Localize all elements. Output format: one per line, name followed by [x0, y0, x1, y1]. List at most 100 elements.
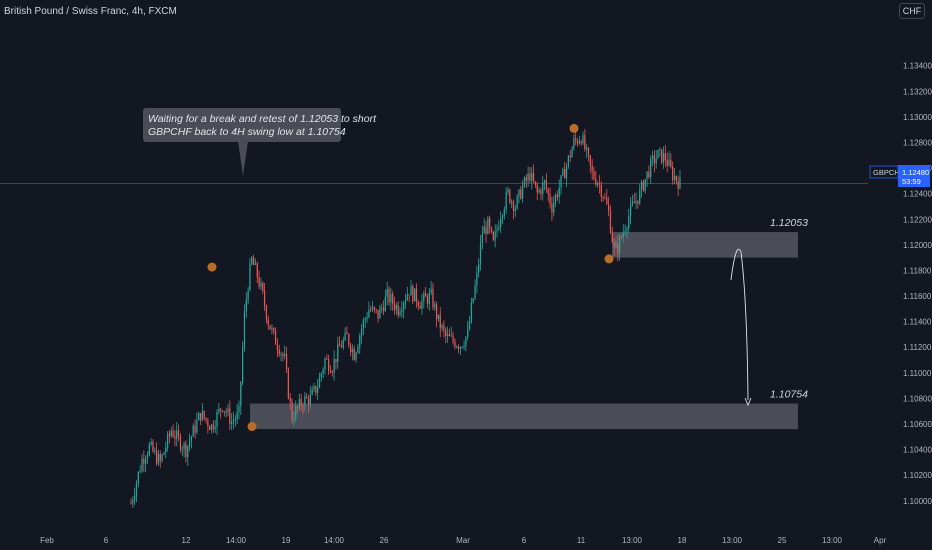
y-tick-label: 1.13400 — [903, 62, 932, 71]
candle-body — [417, 302, 419, 307]
candle-body — [234, 419, 236, 421]
y-tick-label: 1.13200 — [903, 87, 932, 96]
candle-body — [677, 181, 679, 189]
swing-low-marker — [604, 254, 614, 264]
candle-body — [209, 426, 211, 430]
candle-body — [295, 406, 297, 420]
x-tick-label: 6 — [104, 536, 109, 545]
candle-body — [141, 458, 143, 472]
time-axis[interactable]: Feb 6 12 14:00 19 14:00 26 Mar 6 11 13:00 18 13:00 25… — [40, 536, 886, 545]
candle-body — [454, 341, 456, 348]
candle-body — [280, 353, 282, 355]
candles-layer — [130, 128, 681, 509]
candle-body — [399, 311, 401, 316]
candle-body — [441, 325, 443, 329]
candle-body — [263, 290, 266, 306]
candle-body — [587, 147, 590, 156]
candle-body — [397, 305, 399, 316]
candle-body — [496, 229, 498, 232]
candle-body — [523, 177, 526, 187]
candle-body — [386, 288, 388, 297]
candle-body — [435, 304, 438, 320]
candle-body — [340, 346, 343, 348]
candle-body — [157, 453, 160, 464]
candle-body — [631, 201, 634, 205]
candle-body — [379, 307, 381, 319]
candle-body — [613, 242, 615, 248]
zone-upper[interactable] — [612, 232, 798, 258]
candle-body — [540, 190, 542, 195]
candle-body — [273, 328, 275, 331]
candle-body — [401, 310, 403, 312]
candle-body — [622, 232, 624, 238]
candle-body — [221, 410, 224, 412]
candle-body — [659, 149, 661, 151]
y-tick-label: 1.11000 — [903, 369, 932, 378]
candle-body — [410, 286, 412, 296]
candle-body — [135, 482, 138, 496]
candle-body — [586, 147, 588, 150]
swing-markers — [207, 123, 614, 432]
candle-body — [392, 294, 394, 304]
candle-body — [148, 444, 150, 455]
candle-body — [507, 189, 509, 193]
candle-body — [459, 347, 462, 349]
candle-body — [500, 218, 502, 228]
candle-body — [262, 282, 264, 291]
candle-body — [536, 184, 538, 193]
candle-body — [624, 231, 626, 233]
candle-body — [547, 189, 549, 194]
candle-body — [150, 442, 152, 445]
candle-body — [375, 309, 377, 310]
candle-body — [338, 344, 341, 347]
candle-body — [163, 452, 165, 455]
candle-body — [419, 306, 421, 309]
candle-body — [152, 442, 154, 452]
annotation-pointer — [238, 141, 248, 176]
candle-body — [569, 155, 571, 158]
candle-body — [285, 354, 288, 370]
candle-body — [243, 311, 246, 348]
symbol-tag: GBPCHF — [869, 165, 905, 179]
candle-body — [602, 196, 604, 198]
candle-body — [192, 425, 194, 437]
candle-body — [166, 434, 169, 448]
currency-button[interactable]: CHF — [899, 3, 925, 19]
candle-body — [311, 389, 313, 395]
candle-body — [629, 204, 632, 217]
candle-body — [366, 317, 368, 319]
candle-body — [276, 344, 279, 350]
candle-body — [165, 447, 167, 453]
candle-body — [483, 226, 485, 234]
candle-body — [360, 328, 363, 336]
candle-body — [666, 160, 668, 166]
candle-body — [381, 307, 383, 309]
candle-body — [606, 197, 608, 205]
candle-body — [199, 413, 202, 421]
candle-body — [251, 257, 253, 265]
annotation-box — [143, 108, 341, 142]
candle-body — [481, 233, 484, 244]
candle-body — [245, 300, 247, 312]
candle-body — [558, 187, 560, 198]
candle-body — [260, 282, 262, 287]
annotation-callout[interactable]: Waiting for a break and retest of 1.1205… — [143, 108, 377, 176]
x-tick-label: 11 — [577, 536, 586, 545]
candle-body — [282, 353, 284, 356]
candle-body — [216, 412, 218, 427]
y-tick-label: 1.11200 — [903, 343, 932, 352]
candle-body — [648, 171, 650, 178]
zone-lower[interactable] — [250, 403, 798, 430]
candle-body — [271, 328, 273, 330]
candle-body — [503, 209, 505, 216]
candle-body — [595, 178, 597, 185]
candle-body — [254, 263, 257, 265]
candle-body — [527, 173, 529, 181]
candle-body — [512, 201, 515, 211]
candle-body — [600, 184, 602, 197]
candle-body — [662, 153, 665, 163]
candle-body — [143, 458, 145, 464]
candle-body — [434, 304, 436, 308]
candle-body — [161, 454, 163, 461]
